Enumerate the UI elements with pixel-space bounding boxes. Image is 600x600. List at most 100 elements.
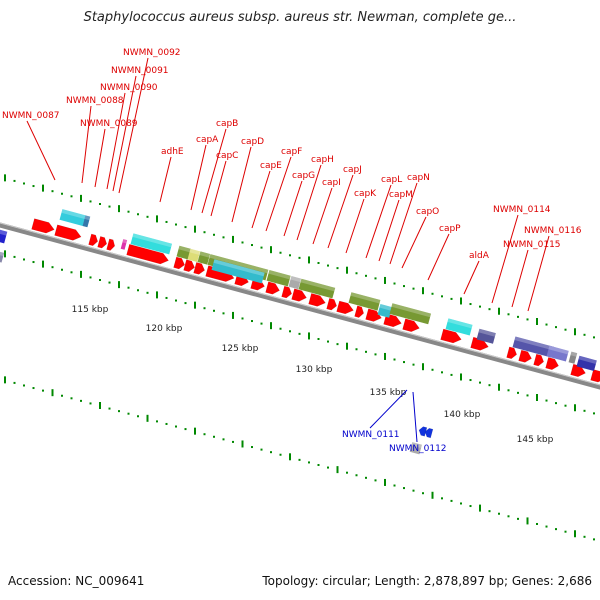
feature-box — [130, 233, 173, 255]
minor-tick — [23, 384, 25, 387]
gene-label: NWMN_0114 — [493, 205, 551, 215]
gene-label-leader — [427, 233, 450, 281]
forward-gene-arrow — [518, 349, 532, 363]
gene-label: capL — [381, 175, 402, 185]
forward-gene-arrow — [31, 218, 55, 234]
feature-box — [59, 209, 86, 227]
gene-label-leader — [389, 182, 418, 265]
forward-gene-arrow — [326, 297, 337, 311]
minor-tick — [336, 343, 339, 346]
gene-label-leader — [265, 156, 292, 232]
minor-tick — [222, 236, 225, 239]
minor-tick — [412, 363, 415, 366]
minor-tick — [450, 499, 453, 502]
minor-tick — [279, 453, 282, 456]
minor-tick — [555, 402, 557, 405]
gene-label-leader — [94, 128, 106, 188]
minor-tick — [346, 471, 348, 474]
gene-label: capF — [281, 147, 302, 157]
gene-label: NWMN_0115 — [503, 240, 561, 250]
backbone-highlight — [0, 222, 600, 386]
minor-tick — [403, 487, 405, 490]
feature-layer — [0, 209, 600, 455]
minor-tick — [374, 479, 377, 482]
gene-label: capA — [196, 135, 219, 145]
minor-tick — [222, 438, 225, 441]
minor-tick — [593, 538, 595, 541]
minor-tick — [393, 484, 396, 487]
minor-tick — [32, 185, 35, 188]
scale-label: 140 kbp — [444, 410, 481, 420]
minor-tick — [165, 422, 168, 425]
gene-label-leader — [106, 92, 126, 190]
minor-tick — [241, 317, 244, 320]
minor-tick — [327, 264, 329, 267]
feature-box — [512, 336, 555, 358]
minor-tick — [222, 312, 225, 315]
minor-tick — [545, 399, 548, 402]
reverse-gene-arrow — [424, 427, 434, 439]
minor-tick — [327, 340, 329, 343]
gene-label-leader — [412, 391, 418, 443]
forward-gene-arrow — [88, 233, 99, 247]
minor-tick — [526, 318, 529, 321]
minor-tick — [555, 326, 557, 329]
gene-label: capP — [439, 224, 461, 234]
gene-label: NWMN_0087 — [2, 111, 60, 121]
forward-gene-arrow — [265, 281, 280, 295]
forward-gene-arrow — [193, 262, 205, 275]
gene-label: NWMN_0112 — [389, 444, 447, 454]
feature-box — [377, 304, 393, 318]
gene-label: NWMN_0090 — [100, 83, 158, 93]
feature-box — [576, 355, 597, 372]
minor-tick — [89, 402, 92, 405]
gene-label: NWMN_0088 — [66, 96, 124, 106]
feature-box — [0, 251, 5, 263]
minor-tick — [479, 381, 481, 384]
feature-box — [187, 248, 201, 262]
gene-label-leader — [81, 105, 92, 184]
minor-tick — [127, 210, 130, 213]
gene-label: NWMN_0116 — [524, 226, 582, 236]
forward-gene-arrow — [545, 357, 559, 370]
minor-tick — [308, 461, 310, 464]
minor-tick — [70, 195, 73, 198]
minor-tick — [184, 302, 187, 305]
minor-tick — [32, 387, 35, 390]
minor-tick — [13, 255, 16, 258]
minor-tick — [13, 179, 16, 182]
forward-gene-arrow — [308, 293, 326, 307]
minor-tick — [507, 313, 510, 316]
minor-tick — [488, 510, 491, 513]
feature-box — [298, 278, 336, 299]
minor-tick — [450, 297, 453, 300]
minor-tick — [469, 379, 472, 382]
gene-label-leader — [190, 144, 207, 211]
minor-tick — [298, 458, 301, 461]
minor-tick — [108, 205, 111, 208]
gene-label: NWMN_0089 — [80, 119, 138, 129]
minor-tick — [507, 389, 510, 392]
forward-gene-arrow — [106, 238, 116, 251]
minor-tick — [374, 277, 377, 280]
forward-gene-arrow — [590, 369, 600, 383]
minor-tick — [545, 525, 548, 528]
gene-label: capG — [292, 171, 315, 181]
gene-label-leader — [463, 260, 480, 295]
minor-tick — [488, 308, 491, 311]
scale-label: 135 kbp — [370, 388, 407, 398]
minor-tick — [317, 463, 320, 466]
feature-box — [568, 351, 578, 364]
genome-summary-text: Topology: circular; Length: 2,878,897 bp… — [262, 574, 592, 588]
minor-tick — [289, 254, 291, 257]
gene-label-leader — [369, 389, 408, 429]
feature-box — [82, 215, 91, 228]
minor-tick — [137, 213, 139, 216]
gene-label: capK — [354, 189, 377, 199]
minor-tick — [393, 358, 396, 361]
minor-tick — [317, 261, 320, 264]
forward-gene-arrow — [440, 328, 462, 344]
forward-gene-arrow — [354, 305, 365, 318]
gene-label-leader — [159, 156, 172, 203]
minor-tick — [327, 466, 329, 469]
